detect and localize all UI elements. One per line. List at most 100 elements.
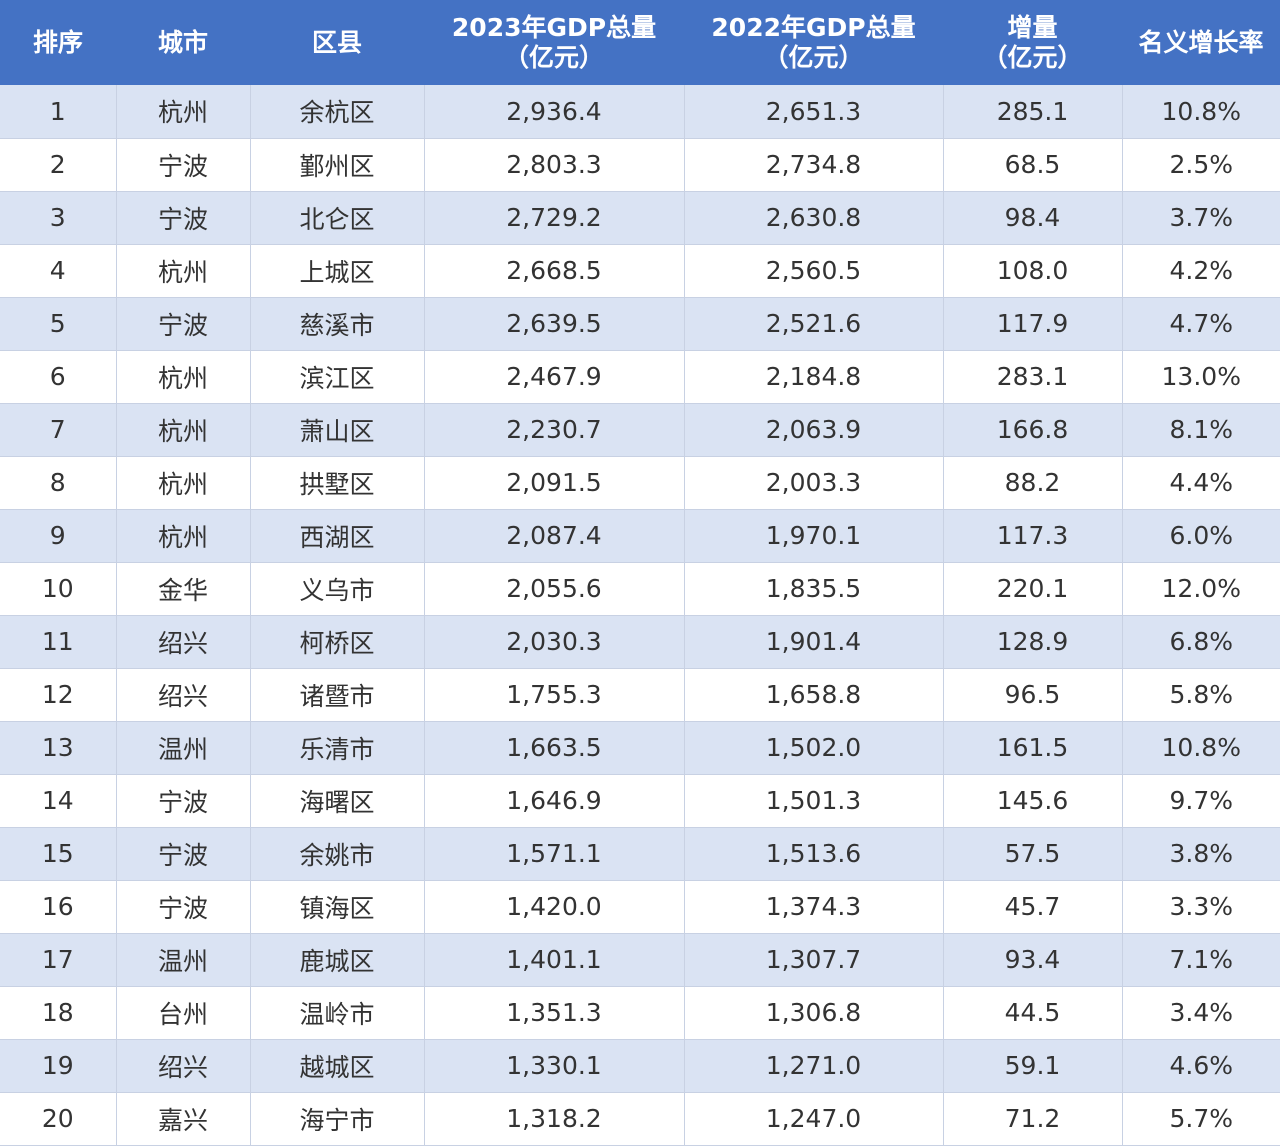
- cell-rank: 9: [0, 509, 117, 563]
- cell-growth-rate: 13.0%: [1122, 350, 1280, 404]
- cell-growth-rate: 9.7%: [1122, 774, 1280, 828]
- cell-growth-rate: 3.3%: [1122, 880, 1280, 934]
- cell-growth-rate: 10.8%: [1122, 721, 1280, 775]
- cell-gdp-2022: 1,970.1: [684, 509, 944, 563]
- cell-gdp-2022: 2,651.3: [684, 85, 944, 139]
- cell-increase: 285.1: [943, 85, 1123, 139]
- cell-district: 滨江区: [250, 350, 425, 404]
- cell-gdp-2022: 2,734.8: [684, 138, 944, 192]
- cell-city: 杭州: [116, 509, 251, 563]
- header-row: 排序 城市 区县 2023年GDP总量 （亿元） 2022年GDP总量 （亿元）…: [0, 0, 1280, 85]
- cell-city: 绍兴: [116, 615, 251, 669]
- cell-gdp-2022: 1,271.0: [684, 1039, 944, 1093]
- cell-growth-rate: 5.8%: [1122, 668, 1280, 722]
- cell-city: 台州: [116, 986, 251, 1040]
- cell-gdp-2023: 2,803.3: [424, 138, 685, 192]
- table-row: 8 杭州 拱墅区 2,091.5 2,003.3 88.2 4.4%: [0, 456, 1280, 510]
- cell-gdp-2023: 2,091.5: [424, 456, 685, 510]
- cell-gdp-2023: 1,755.3: [424, 668, 685, 722]
- cell-gdp-2023: 2,055.6: [424, 562, 685, 616]
- cell-rank: 17: [0, 933, 117, 987]
- cell-growth-rate: 3.7%: [1122, 191, 1280, 245]
- cell-district: 鹿城区: [250, 933, 425, 987]
- cell-rank: 5: [0, 297, 117, 351]
- cell-increase: 59.1: [943, 1039, 1123, 1093]
- cell-district: 海曙区: [250, 774, 425, 828]
- cell-district: 柯桥区: [250, 615, 425, 669]
- cell-gdp-2022: 1,513.6: [684, 827, 944, 881]
- cell-district: 诸暨市: [250, 668, 425, 722]
- cell-growth-rate: 4.2%: [1122, 244, 1280, 298]
- cell-growth-rate: 3.4%: [1122, 986, 1280, 1040]
- cell-increase: 108.0: [943, 244, 1123, 298]
- cell-gdp-2023: 2,668.5: [424, 244, 685, 298]
- cell-gdp-2023: 1,401.1: [424, 933, 685, 987]
- cell-growth-rate: 6.8%: [1122, 615, 1280, 669]
- cell-gdp-2022: 2,560.5: [684, 244, 944, 298]
- table-row: 4 杭州 上城区 2,668.5 2,560.5 108.0 4.2%: [0, 244, 1280, 298]
- header-gdp-2022-title: 2022年GDP总量: [711, 12, 916, 42]
- header-growth-rate: 名义增长率: [1122, 0, 1280, 85]
- cell-gdp-2022: 1,307.7: [684, 933, 944, 987]
- cell-growth-rate: 2.5%: [1122, 138, 1280, 192]
- cell-gdp-2023: 1,318.2: [424, 1092, 685, 1146]
- cell-city: 杭州: [116, 244, 251, 298]
- cell-district: 鄞州区: [250, 138, 425, 192]
- table-row: 2 宁波 鄞州区 2,803.3 2,734.8 68.5 2.5%: [0, 138, 1280, 192]
- cell-growth-rate: 10.8%: [1122, 85, 1280, 139]
- cell-district: 上城区: [250, 244, 425, 298]
- cell-increase: 88.2: [943, 456, 1123, 510]
- cell-rank: 13: [0, 721, 117, 775]
- cell-gdp-2023: 1,646.9: [424, 774, 685, 828]
- cell-gdp-2023: 1,663.5: [424, 721, 685, 775]
- header-increase: 增量 （亿元）: [943, 0, 1122, 85]
- cell-city: 宁波: [116, 774, 251, 828]
- header-city: 城市: [116, 0, 250, 85]
- cell-increase: 93.4: [943, 933, 1123, 987]
- cell-increase: 45.7: [943, 880, 1123, 934]
- cell-district: 西湖区: [250, 509, 425, 563]
- cell-increase: 98.4: [943, 191, 1123, 245]
- cell-growth-rate: 3.8%: [1122, 827, 1280, 881]
- cell-district: 义乌市: [250, 562, 425, 616]
- cell-growth-rate: 7.1%: [1122, 933, 1280, 987]
- header-increase-unit: （亿元）: [982, 42, 1083, 72]
- cell-gdp-2022: 1,501.3: [684, 774, 944, 828]
- cell-rank: 15: [0, 827, 117, 881]
- table-row: 14 宁波 海曙区 1,646.9 1,501.3 145.6 9.7%: [0, 774, 1280, 828]
- cell-gdp-2022: 1,502.0: [684, 721, 944, 775]
- cell-city: 宁波: [116, 138, 251, 192]
- cell-city: 宁波: [116, 191, 251, 245]
- table-row: 3 宁波 北仑区 2,729.2 2,630.8 98.4 3.7%: [0, 191, 1280, 245]
- cell-increase: 71.2: [943, 1092, 1123, 1146]
- cell-increase: 96.5: [943, 668, 1123, 722]
- cell-city: 杭州: [116, 403, 251, 457]
- table-row: 19 绍兴 越城区 1,330.1 1,271.0 59.1 4.6%: [0, 1039, 1280, 1093]
- cell-city: 宁波: [116, 297, 251, 351]
- cell-gdp-2023: 2,087.4: [424, 509, 685, 563]
- cell-gdp-2023: 2,639.5: [424, 297, 685, 351]
- cell-city: 绍兴: [116, 1039, 251, 1093]
- cell-gdp-2022: 1,247.0: [684, 1092, 944, 1146]
- cell-gdp-2022: 1,658.8: [684, 668, 944, 722]
- cell-increase: 161.5: [943, 721, 1123, 775]
- cell-rank: 11: [0, 615, 117, 669]
- cell-gdp-2023: 2,729.2: [424, 191, 685, 245]
- cell-city: 杭州: [116, 456, 251, 510]
- cell-gdp-2023: 1,351.3: [424, 986, 685, 1040]
- cell-city: 杭州: [116, 350, 251, 404]
- cell-growth-rate: 4.6%: [1122, 1039, 1280, 1093]
- cell-gdp-2023: 1,330.1: [424, 1039, 685, 1093]
- table-row: 15 宁波 余姚市 1,571.1 1,513.6 57.5 3.8%: [0, 827, 1280, 881]
- table-row: 12 绍兴 诸暨市 1,755.3 1,658.8 96.5 5.8%: [0, 668, 1280, 722]
- cell-increase: 128.9: [943, 615, 1123, 669]
- cell-rank: 3: [0, 191, 117, 245]
- cell-rank: 7: [0, 403, 117, 457]
- cell-district: 慈溪市: [250, 297, 425, 351]
- table-row: 16 宁波 镇海区 1,420.0 1,374.3 45.7 3.3%: [0, 880, 1280, 934]
- cell-rank: 1: [0, 85, 117, 139]
- header-rank: 排序: [0, 0, 116, 85]
- cell-city: 宁波: [116, 827, 251, 881]
- cell-growth-rate: 6.0%: [1122, 509, 1280, 563]
- cell-increase: 117.3: [943, 509, 1123, 563]
